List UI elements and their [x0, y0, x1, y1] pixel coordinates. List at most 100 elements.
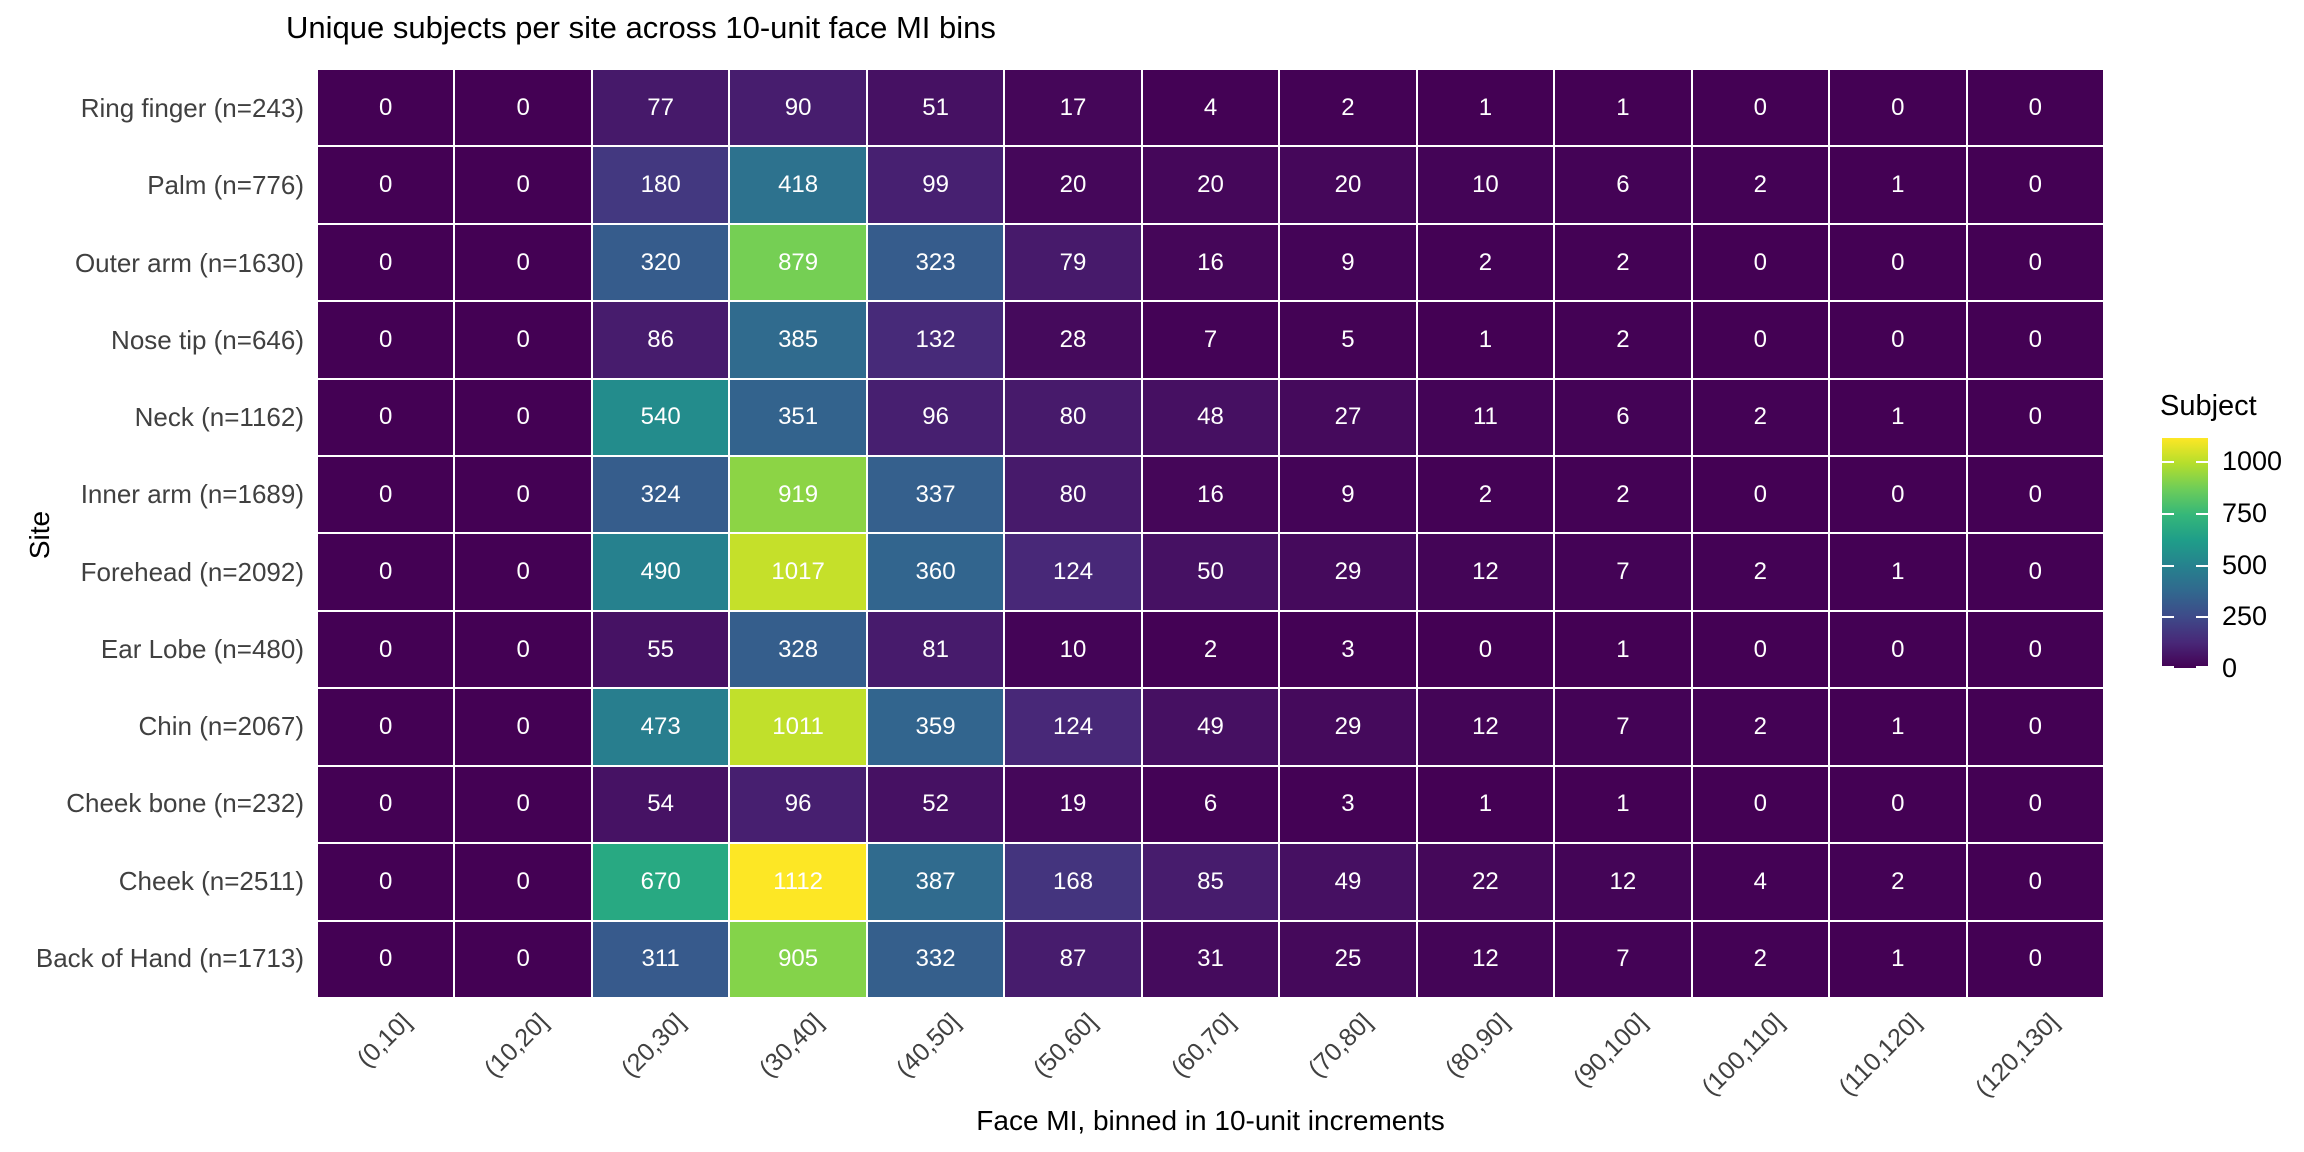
- heatmap-cell: 2: [1417, 457, 1554, 533]
- heatmap-cell: 324: [592, 457, 729, 533]
- heatmap-cell: 311: [592, 921, 729, 997]
- heatmap-cell: 2: [1417, 224, 1554, 301]
- heatmap-cell: 351: [730, 379, 866, 456]
- heatmap-cell: 418: [730, 147, 866, 223]
- heatmap-cell: 9: [1280, 457, 1416, 533]
- legend-tick-label: 250: [2222, 601, 2268, 632]
- y-tick-label: Cheek bone (n=232): [66, 788, 304, 819]
- heatmap-cell: 17: [1005, 70, 1141, 146]
- heatmap-cell: 1: [1830, 921, 1966, 997]
- heatmap-cell: 670: [592, 844, 729, 920]
- heatmap-cell: 337: [867, 457, 1004, 533]
- heatmap-cell: 1112: [730, 844, 866, 920]
- y-tick-label: Chin (n=2067): [138, 711, 305, 742]
- heatmap-cell: 80: [1005, 457, 1141, 533]
- heatmap-cell: 0: [455, 147, 591, 223]
- heatmap-cell: 79: [1005, 224, 1141, 301]
- y-tick-label: Neck (n=1162): [134, 402, 304, 433]
- heatmap-cell: 7: [1555, 921, 1691, 997]
- y-tick-label: Ring finger (n=243): [80, 93, 304, 124]
- heatmap-cell: 0: [1692, 457, 1829, 533]
- heatmap-cell: 0: [1967, 611, 2103, 688]
- heatmap-cell: 2: [1555, 457, 1691, 533]
- heatmap-cell: 0: [1830, 457, 1966, 533]
- heatmap-cell: 80: [1005, 379, 1141, 456]
- heatmap-cell: 320: [592, 224, 729, 301]
- heatmap-cell: 0: [455, 379, 591, 456]
- heatmap-cell: 473: [592, 689, 729, 765]
- heatmap-cell: 1: [1417, 302, 1554, 378]
- heatmap-cell: 2: [1692, 689, 1829, 765]
- heatmap-cell: 0: [455, 457, 591, 533]
- legend-tick-mark: [2196, 461, 2208, 464]
- heatmap-cell: 919: [730, 457, 866, 533]
- legend-tick-mark: [2162, 461, 2174, 464]
- heatmap-cell: 6: [1555, 147, 1691, 223]
- heatmap-cell: 2: [1830, 844, 1966, 920]
- heatmap-cell: 20: [1142, 147, 1279, 223]
- heatmap-cell: 0: [1967, 844, 2103, 920]
- heatmap-cell: 3: [1280, 766, 1416, 843]
- heatmap-cell: 6: [1555, 379, 1691, 456]
- heatmap-cell: 7: [1555, 534, 1691, 610]
- heatmap-cell: 124: [1005, 534, 1141, 610]
- heatmap-cell: 25: [1280, 921, 1416, 997]
- heatmap-cell: 29: [1280, 689, 1416, 765]
- heatmap-cell: 323: [867, 224, 1004, 301]
- heatmap-cell: 6: [1142, 766, 1279, 843]
- x-tick-label: (60,70]: [1165, 1008, 1241, 1083]
- heatmap-cell: 0: [318, 224, 454, 301]
- heatmap-cell: 387: [867, 844, 1004, 920]
- heatmap-cell: 124: [1005, 689, 1141, 765]
- heatmap-cell: 55: [592, 611, 729, 688]
- legend-tick-label: 750: [2222, 497, 2268, 528]
- heatmap-cell: 0: [1967, 534, 2103, 610]
- heatmap-cell: 0: [1967, 766, 2103, 843]
- heatmap-cell: 540: [592, 379, 729, 456]
- y-tick-label: Back of Hand (n=1713): [35, 942, 304, 973]
- heatmap-cell: 0: [1967, 921, 2103, 997]
- heatmap-cell: 2: [1555, 224, 1691, 301]
- legend-tick-mark: [2162, 564, 2174, 567]
- heatmap-cell: 0: [318, 379, 454, 456]
- legend-tick-mark: [2162, 512, 2174, 515]
- x-tick-label: (100,110]: [1696, 1008, 1790, 1102]
- heatmap-cell: 905: [730, 921, 866, 997]
- legend-tick-mark: [2162, 666, 2174, 668]
- x-tick-label: (10,20]: [478, 1008, 554, 1083]
- heatmap-cell: 1: [1830, 689, 1966, 765]
- heatmap-cell: 85: [1142, 844, 1279, 920]
- heatmap-cell: 0: [1830, 611, 1966, 688]
- legend-tick-mark: [2196, 564, 2208, 567]
- x-tick-label: (50,60]: [1028, 1008, 1104, 1083]
- heatmap-cell: 1: [1417, 70, 1554, 146]
- legend-tick-mark: [2196, 512, 2208, 515]
- legend-tick-mark: [2196, 616, 2208, 619]
- heatmap-cell: 0: [1967, 147, 2103, 223]
- heatmap-cell: 28: [1005, 302, 1141, 378]
- heatmap-cell: 2: [1280, 70, 1416, 146]
- heatmap-cell: 1011: [730, 689, 866, 765]
- legend-tick-label: 0: [2222, 653, 2238, 683]
- heatmap-cell: 16: [1142, 224, 1279, 301]
- heatmap-cell: 2: [1692, 147, 1829, 223]
- heatmap-cell: 0: [1692, 70, 1829, 146]
- legend-tick-label: 1000: [2222, 446, 2283, 477]
- x-tick-label: (120,130]: [1969, 1008, 2065, 1103]
- heatmap-cell: 0: [455, 534, 591, 610]
- heatmap-cell: 0: [1830, 224, 1966, 301]
- heatmap-cell: 0: [1417, 611, 1554, 688]
- heatmap-cell: 0: [455, 302, 591, 378]
- heatmap-cell: 49: [1142, 689, 1279, 765]
- heatmap-cell: 20: [1005, 147, 1141, 223]
- heatmap-cell: 10: [1005, 611, 1141, 688]
- heatmap-cell: 1: [1830, 534, 1966, 610]
- heatmap-cell: 0: [1692, 224, 1829, 301]
- heatmap-cell: 77: [592, 70, 729, 146]
- heatmap-cell: 4: [1692, 844, 1829, 920]
- heatmap-cell: 0: [1830, 766, 1966, 843]
- heatmap-cell: 5: [1280, 302, 1416, 378]
- y-tick-label: Forehead (n=2092): [80, 556, 304, 587]
- x-tick-label: (30,40]: [753, 1008, 829, 1083]
- legend-colorbar: [2162, 438, 2208, 668]
